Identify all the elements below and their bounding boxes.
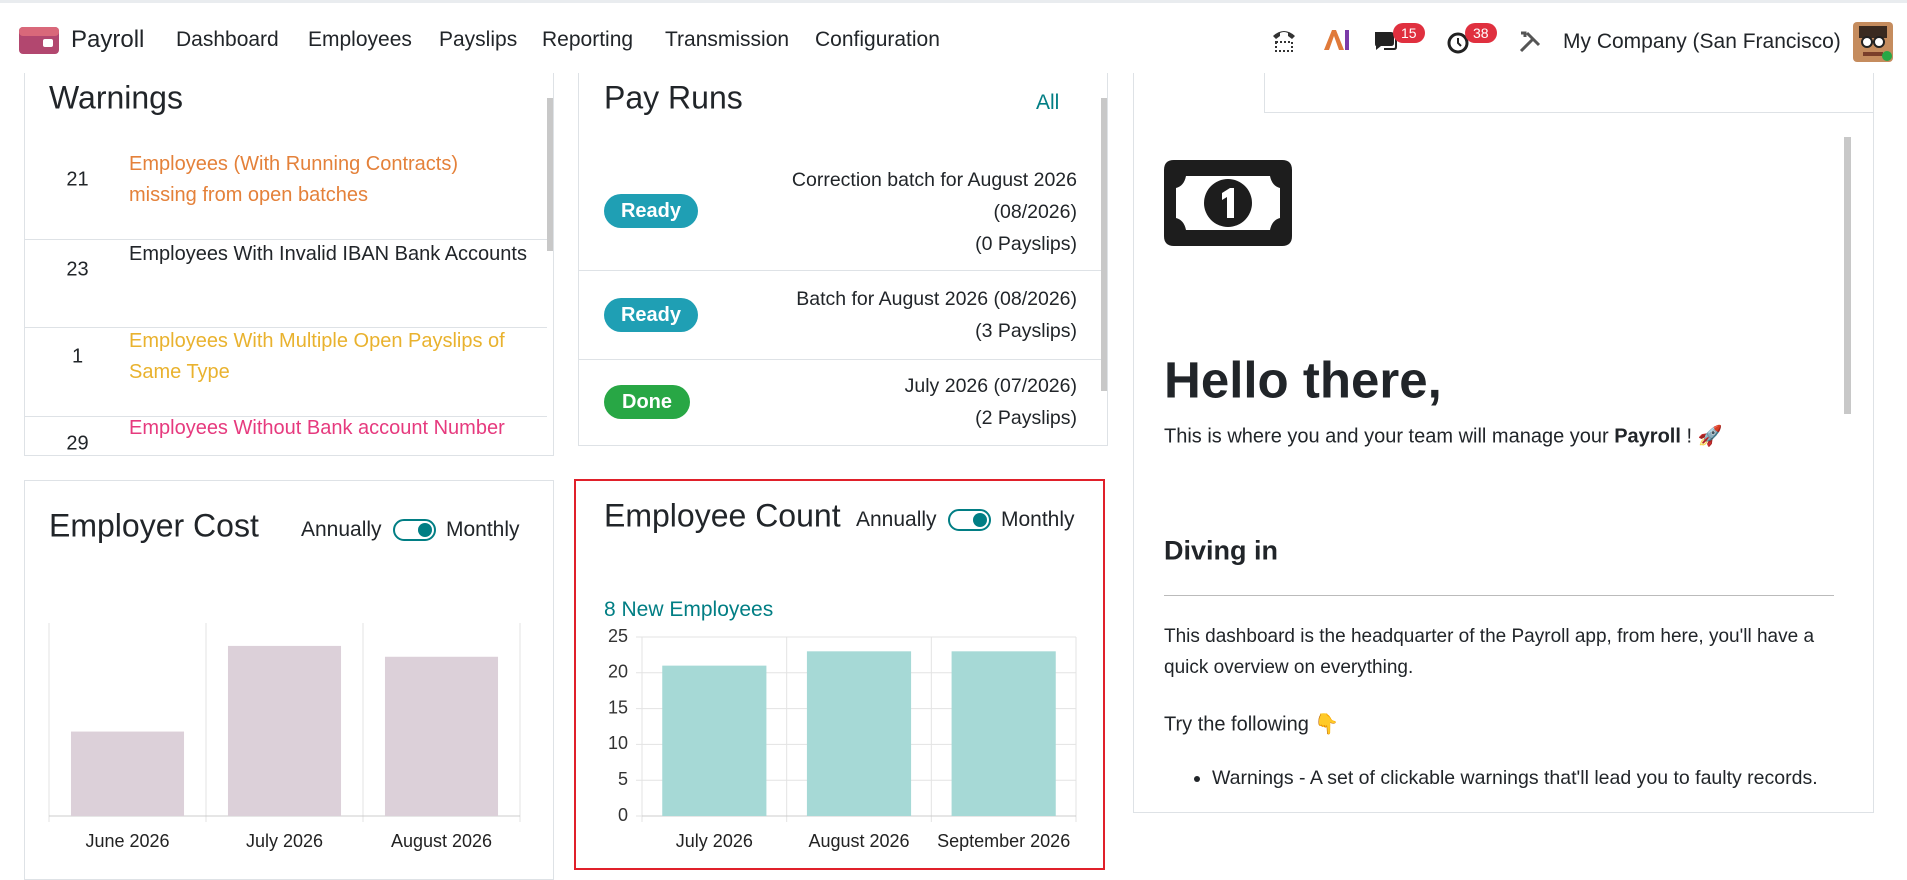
state-badge[interactable]: Ready: [604, 194, 698, 228]
try-text: Try the following 👇: [1164, 713, 1340, 736]
intro-end: ! 🚀: [1686, 425, 1723, 448]
menu-item[interactable]: Configuration: [815, 28, 940, 51]
pay-run-payslips: (3 Payslips): [975, 320, 1077, 342]
switch-knob: [973, 513, 987, 527]
warnings-title: Warnings: [49, 79, 183, 116]
row-separator: [25, 416, 547, 417]
ai-icon[interactable]: [1322, 28, 1350, 52]
pay-runs-panel: Pay Runs All Ready Correction batch for A…: [578, 60, 1108, 446]
employee-count-panel: Employee Count Annually Monthly 8 New Em…: [574, 479, 1105, 870]
welcome-intro: This is where you and your team will man…: [1164, 424, 1723, 449]
warning-label[interactable]: Employees (With Running Contracts) missi…: [129, 153, 459, 206]
toggle-annually[interactable]: Annually: [856, 508, 937, 531]
warning-label[interactable]: Employees With Invalid IBAN Bank Account…: [129, 243, 527, 265]
warning-count: 29: [66, 432, 89, 455]
menu-item[interactable]: Transmission: [665, 28, 790, 51]
new-employees-link[interactable]: 8 New Employees: [604, 598, 774, 621]
tab-strip: [1264, 61, 1873, 113]
scrollbar: [1844, 137, 1851, 414]
row-separator: [25, 239, 547, 240]
divider: [1164, 595, 1834, 596]
menu-item[interactable]: Dashboard: [176, 28, 279, 51]
row-separator: [579, 270, 1101, 271]
app-logo[interactable]: [19, 27, 59, 54]
welcome-heading: Hello there,: [1164, 351, 1442, 409]
warning-count: 23: [66, 258, 89, 281]
scrollbar: [1101, 98, 1107, 391]
toggle-monthly[interactable]: Monthly: [446, 518, 520, 541]
pay-run-info[interactable]: Batch for August 2026 (08/2026) (3 Paysli…: [727, 283, 1077, 347]
section-heading: Diving in: [1164, 535, 1278, 566]
menu-item[interactable]: Employees: [308, 28, 412, 51]
warning-count: 21: [66, 168, 89, 191]
chat-icon[interactable]: [1372, 29, 1400, 53]
pay-run-info[interactable]: Correction batch for August 2026 (08/202…: [727, 164, 1077, 260]
state-badge[interactable]: Ready: [604, 298, 698, 332]
activity-count: 38: [1465, 23, 1497, 43]
app-name[interactable]: Payroll: [71, 26, 145, 53]
intro-app: Payroll: [1614, 425, 1681, 448]
period-switch[interactable]: [948, 509, 991, 531]
employer-cost-panel: Employer Cost Annually Monthly: [24, 480, 554, 880]
activity-icon[interactable]: [1446, 30, 1472, 56]
row-separator: [25, 327, 547, 328]
bullet-item: Warnings - A set of clickable warnings t…: [1212, 762, 1832, 791]
company-name[interactable]: My Company (San Francisco): [1563, 30, 1841, 53]
employer-cost-title: Employer Cost: [49, 507, 259, 544]
navbar: Payroll Dashboard Employees Payslips Report…: [0, 0, 1907, 73]
bullet-list: Warnings - A set of clickable warnings t…: [1164, 762, 1832, 791]
period-switch[interactable]: [393, 519, 436, 541]
warning-label[interactable]: Employees Without Bank account Number: [129, 417, 505, 439]
toggle-monthly[interactable]: Monthly: [1001, 508, 1075, 531]
employee-count-title: Employee Count: [604, 497, 841, 534]
pay-run-name: July 2026 (07/2026): [904, 375, 1077, 397]
menu-item[interactable]: Reporting: [542, 28, 634, 51]
pay-runs-title: Pay Runs: [604, 79, 743, 116]
pay-run-name: Correction batch for August 2026 (08/202…: [791, 169, 1077, 223]
intro-text: This is where you and your team will man…: [1164, 425, 1609, 448]
pay-run-payslips: (2 Payslips): [975, 407, 1077, 429]
state-badge[interactable]: Done: [604, 385, 690, 419]
pay-run-name: Batch for August 2026 (08/2026): [796, 288, 1077, 310]
pay-run-info[interactable]: July 2026 (07/2026) (2 Payslips): [727, 370, 1077, 434]
description: This dashboard is the headquarter of the…: [1164, 626, 1815, 678]
scrollbar: [547, 98, 553, 251]
switch-knob: [418, 523, 432, 537]
toggle-annually[interactable]: Annually: [301, 518, 382, 541]
pay-run-payslips: (0 Payslips): [975, 233, 1077, 255]
user-avatar[interactable]: [1853, 22, 1893, 62]
chat-count: 15: [1393, 23, 1425, 43]
warnings-panel: Warnings 21 Employees (With Running Contr…: [24, 60, 554, 456]
all-link[interactable]: All: [1036, 91, 1060, 114]
menu-item[interactable]: Payslips: [439, 28, 518, 51]
row-separator: [579, 359, 1101, 360]
money-icon: [1164, 160, 1292, 246]
warning-count: 1: [71, 345, 84, 368]
welcome-panel: Hello there, This is where you and your …: [1133, 60, 1874, 813]
welcome-content: Hello there, This is where you and your …: [1164, 137, 1844, 791]
warning-label[interactable]: Employees With Multiple Open Payslips of…: [129, 330, 505, 383]
phone-icon[interactable]: [1271, 28, 1297, 52]
settings-icon[interactable]: [1518, 30, 1542, 54]
